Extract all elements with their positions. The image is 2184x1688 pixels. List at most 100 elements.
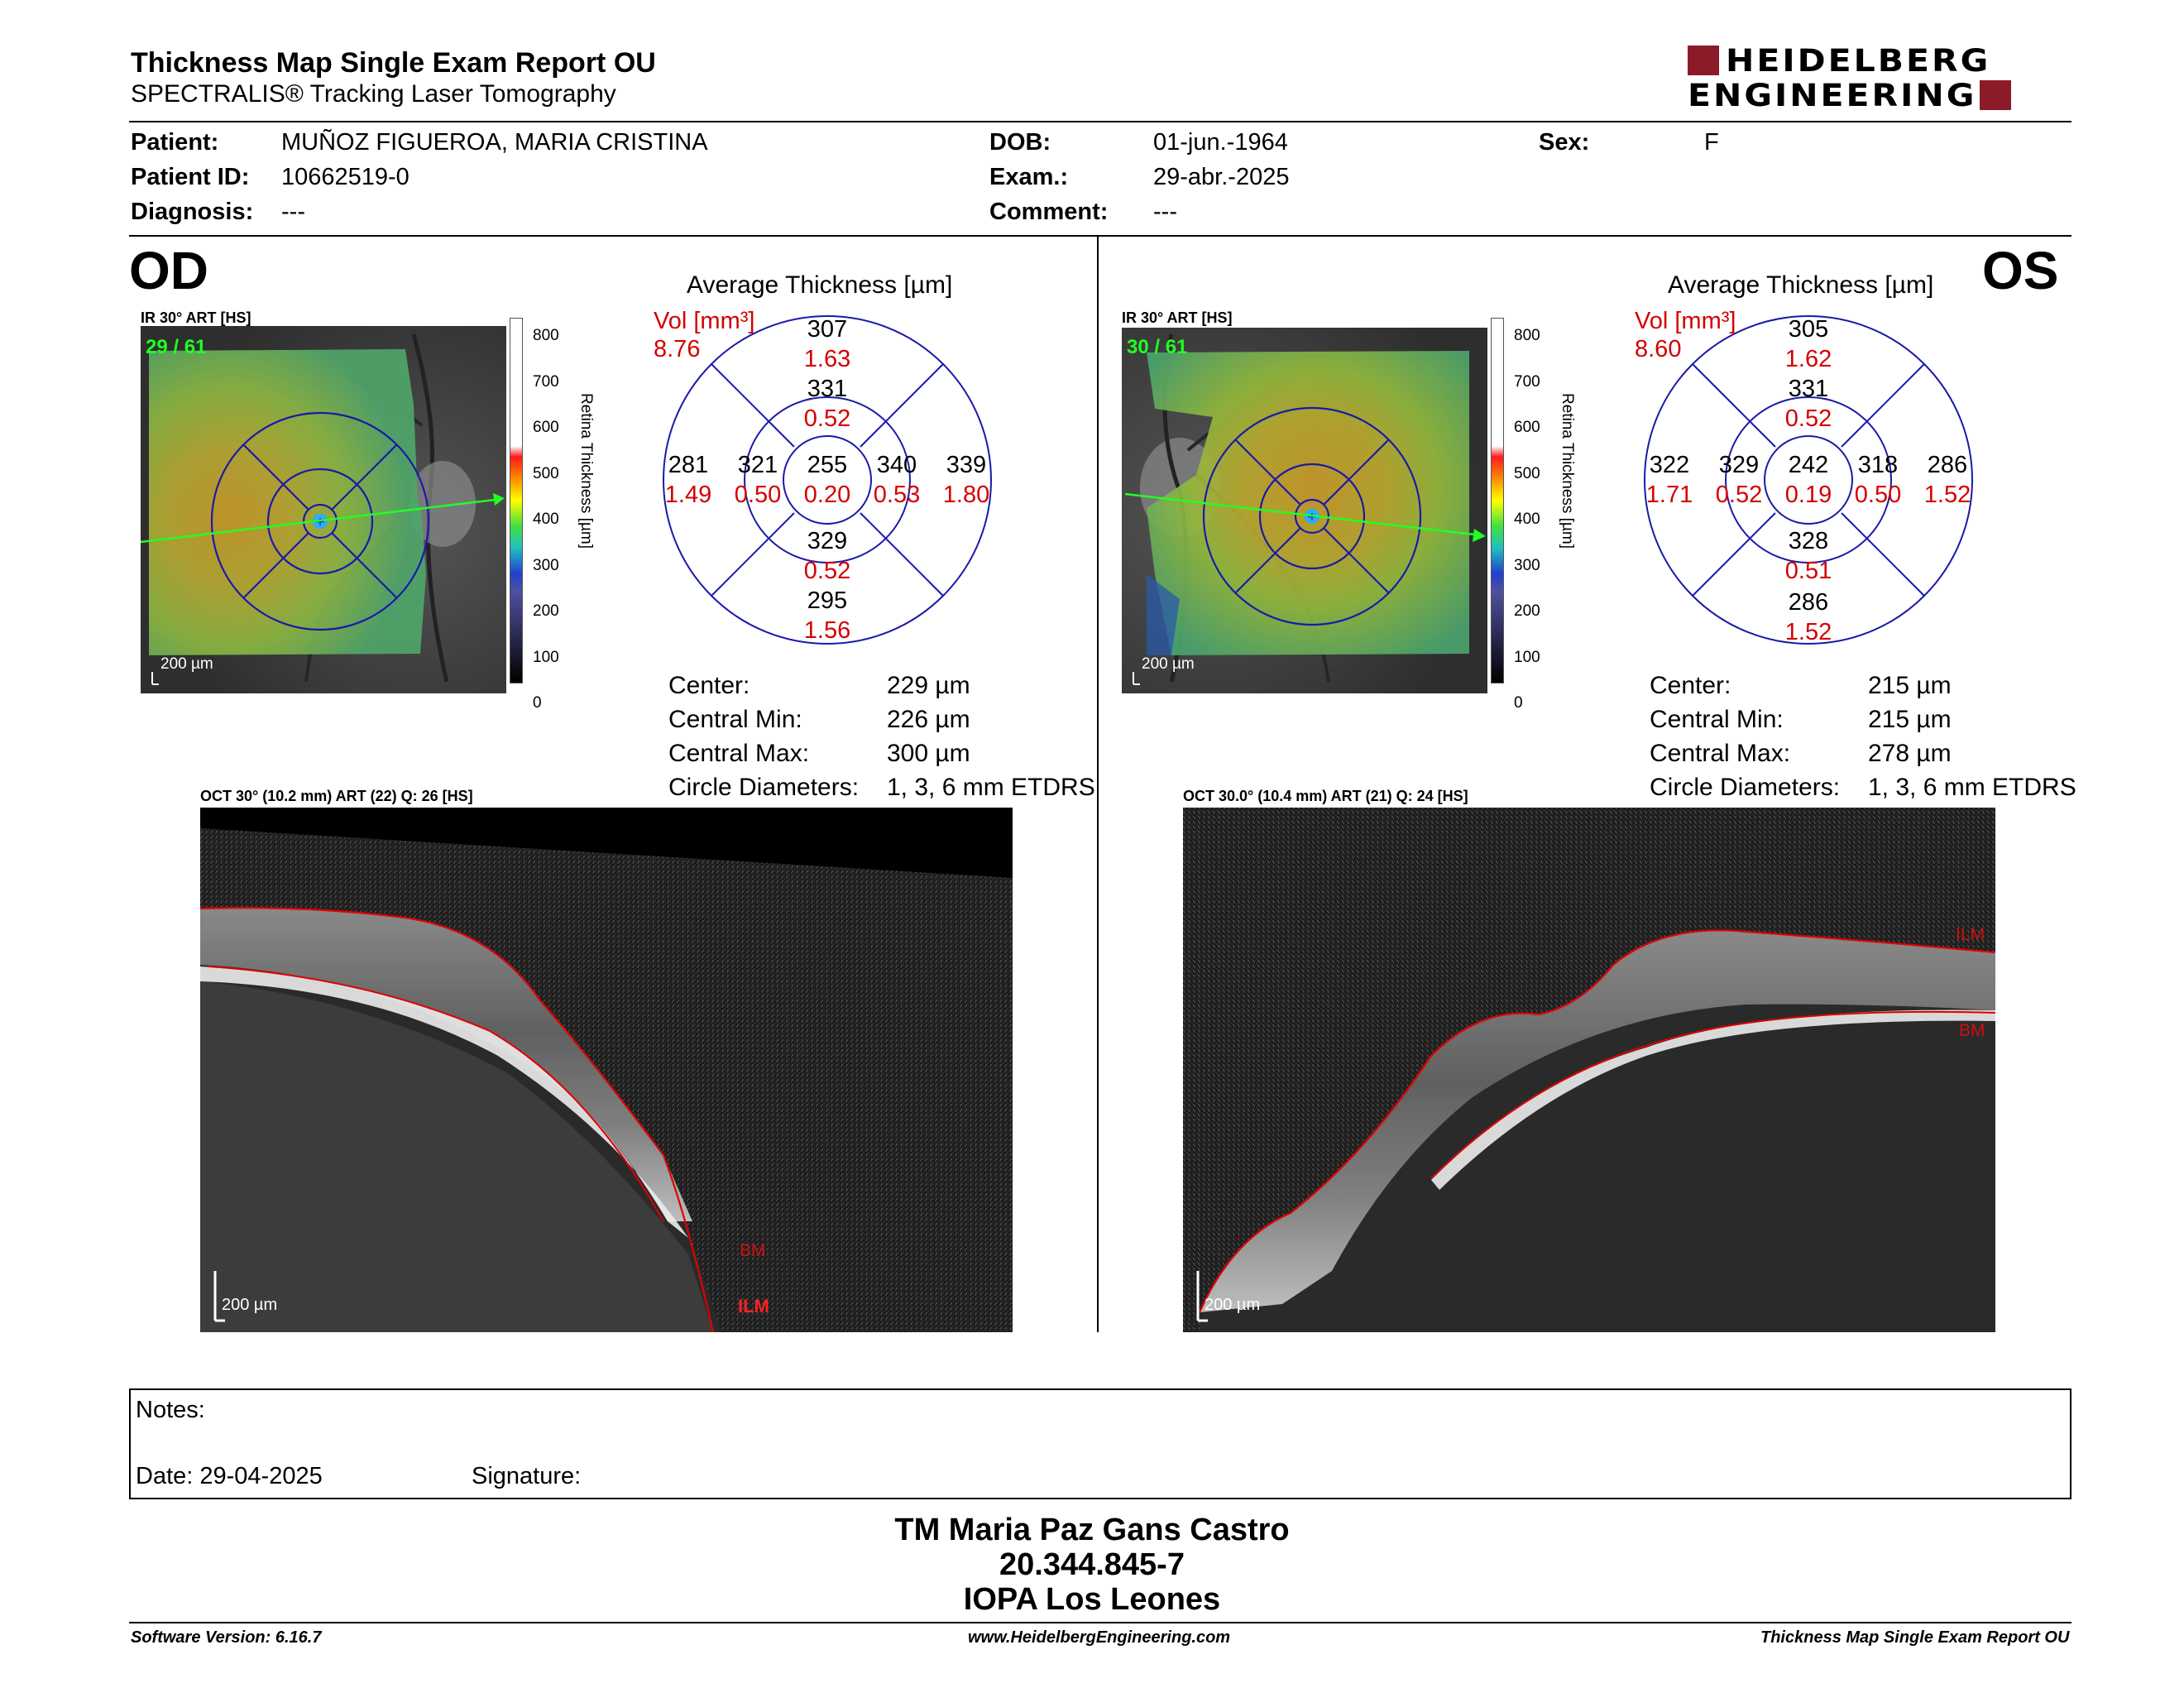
patient-id: 10662519-0	[281, 164, 410, 190]
date-label: Date: 29-04-2025	[136, 1463, 323, 1489]
od-fundus-etdrs-grid	[210, 411, 430, 631]
os-ilm-line	[1198, 929, 1995, 1313]
os-nasal-outer: 322 1.71	[1645, 452, 1693, 508]
diagnosis-label: Diagnosis:	[131, 199, 254, 225]
os-bm-line	[1430, 1010, 1995, 1179]
signer-name: TM Maria Paz Gans Castro	[894, 1513, 1290, 1547]
patient-name: MUÑOZ FIGUEROA, MARIA CRISTINA	[281, 129, 708, 156]
od-superior-outer: 307 1.63	[803, 316, 851, 372]
od-center-label: Center:	[668, 672, 750, 699]
od-central-max-value: 300 µm	[887, 740, 970, 767]
od-nasal-inner: 340 0.53	[873, 452, 921, 508]
os-tick-500: 500	[1514, 464, 1540, 482]
od-center: 255 0.20	[803, 452, 851, 508]
website-link[interactable]: www.HeidelbergEngineering.com	[968, 1628, 1231, 1647]
od-tick-200: 200	[533, 602, 559, 620]
os-temporal-inner: 318 0.50	[1854, 452, 1902, 508]
os-circle-label: Circle Diameters:	[1650, 774, 1841, 801]
os-central-max-value: 278 µm	[1868, 740, 1952, 767]
os-oct-bscan: 200 µm ILM BM	[1183, 808, 1995, 1332]
os-circle-value: 1, 3, 6 mm ETDRS	[1868, 774, 2076, 801]
os-tick-600: 600	[1514, 419, 1540, 436]
os-tick-400: 400	[1514, 511, 1540, 528]
patient-label: Patient:	[131, 129, 219, 156]
od-temporal-inner: 321 0.50	[734, 452, 782, 508]
od-vol-label: Vol [mm³]	[654, 308, 755, 334]
os-ir-label: IR 30° ART [HS]	[1122, 309, 1233, 326]
svg-text:+: +	[315, 516, 325, 529]
od-eye-label: OD	[129, 241, 208, 300]
od-colorbar-gradient	[510, 318, 523, 683]
od-central-min-value: 226 µm	[887, 706, 970, 733]
od-superior-inner: 331 0.52	[803, 376, 851, 432]
os-avg-title: Average Thickness [µm]	[1668, 271, 1934, 299]
os-tick-300: 300	[1514, 556, 1540, 574]
os-eye-label: OS	[1982, 241, 2059, 300]
os-colorbar-gradient	[1491, 318, 1504, 683]
os-superior-outer: 305 1.62	[1784, 316, 1832, 372]
os-central-min-value: 215 µm	[1868, 706, 1952, 733]
od-ilm-label: ILM	[738, 1296, 769, 1316]
od-oct-label: OCT 30° (10.2 mm) ART (22) Q: 26 [HS]	[200, 788, 473, 804]
heidelberg-logo: HEIDELBERG ENGINEERING	[1688, 43, 2085, 113]
logo-text-line1: HEIDELBERG	[1726, 41, 1991, 79]
od-ir-label: IR 30° ART [HS]	[141, 309, 251, 326]
os-vol-total: 8.60	[1635, 336, 1682, 362]
od-etdrs-grid: 307 1.63 331 0.52 281 1.49 321 0.50 255 …	[662, 314, 993, 645]
comment-value: ---	[1153, 199, 1177, 225]
od-tick-300: 300	[533, 556, 559, 574]
svg-text:+: +	[1307, 511, 1317, 524]
os-fundus-image: + 30 / 61 200 µm	[1122, 326, 1487, 693]
os-inferior-outer: 286 1.52	[1784, 589, 1832, 645]
os-fundus-scale: 200 µm	[1142, 655, 1195, 673]
od-circle-label: Circle Diameters:	[668, 774, 860, 801]
od-tick-0: 0	[533, 694, 542, 712]
od-tick-800: 800	[533, 327, 559, 344]
software-version: Software Version: 6.16.7	[131, 1628, 322, 1647]
od-temporal-outer: 281 1.49	[664, 452, 712, 508]
os-scan-counter: 30 / 61	[1127, 336, 1188, 358]
logo-text-line2: ENGINEERING	[1688, 76, 1977, 114]
comment-label: Comment:	[989, 199, 1109, 225]
os-colorbar-ticks: 800 700 600 500 400 300 200 100 0	[1514, 313, 1540, 727]
sex-label: Sex:	[1539, 129, 1590, 156]
notes-label: Notes:	[136, 1397, 205, 1423]
od-vol-total: 8.76	[654, 336, 701, 362]
os-tick-800: 800	[1514, 327, 1540, 344]
exam-value: 29-abr.-2025	[1153, 164, 1290, 190]
signer-id: 20.344.845-7	[999, 1547, 1185, 1582]
os-tick-0: 0	[1514, 694, 1523, 712]
od-tick-600: 600	[533, 419, 559, 436]
os-inferior-inner: 328 0.51	[1784, 528, 1832, 584]
od-bm-label: BM	[740, 1241, 766, 1260]
os-temporal-outer: 286 1.52	[1923, 452, 1971, 508]
os-vol-label: Vol [mm³]	[1635, 308, 1736, 334]
od-scan-counter: 29 / 61	[146, 336, 207, 358]
od-tick-100: 100	[533, 648, 559, 666]
signature-label: Signature:	[472, 1463, 582, 1489]
od-center-value: 229 µm	[887, 672, 970, 699]
os-superior-inner: 331 0.52	[1784, 376, 1832, 432]
os-thickness-colorbar: 800 700 600 500 400 300 200 100 0 Retina…	[1489, 318, 1580, 712]
od-ilm-line	[200, 907, 715, 1332]
patient-divider	[129, 235, 2071, 237]
signer-institution: IOPA Los Leones	[963, 1582, 1221, 1617]
od-nasal-outer: 339 1.80	[942, 452, 990, 508]
logo-block-right	[1980, 80, 2012, 110]
os-center: 242 0.19	[1784, 452, 1832, 508]
os-center-value: 215 µm	[1868, 672, 1952, 699]
od-stats-values: 229 µm 226 µm 300 µm 1, 3, 6 mm ETDRS	[887, 669, 1095, 804]
notes-box[interactable]: Notes: Date: 29-04-2025 Signature:	[129, 1388, 2071, 1499]
od-circle-value: 1, 3, 6 mm ETDRS	[887, 774, 1095, 801]
os-oct-label: OCT 30.0° (10.4 mm) ART (21) Q: 24 [HS]	[1183, 788, 1468, 804]
footer-divider	[129, 1622, 2071, 1623]
os-center-label: Center:	[1650, 672, 1731, 699]
os-stats-values: 215 µm 215 µm 278 µm 1, 3, 6 mm ETDRS	[1868, 669, 2076, 804]
report-subtitle: SPECTRALIS® Tracking Laser Tomography	[131, 80, 616, 108]
dob-label: DOB:	[989, 129, 1051, 156]
od-central-min-label: Central Min:	[668, 706, 802, 733]
os-fundus-etdrs-grid	[1202, 406, 1422, 626]
od-fundus-scale: 200 µm	[160, 655, 213, 673]
patient-id-label: Patient ID:	[131, 164, 250, 190]
od-thickness-colorbar: 800 700 600 500 400 300 200 100 0 Retina…	[508, 318, 599, 712]
